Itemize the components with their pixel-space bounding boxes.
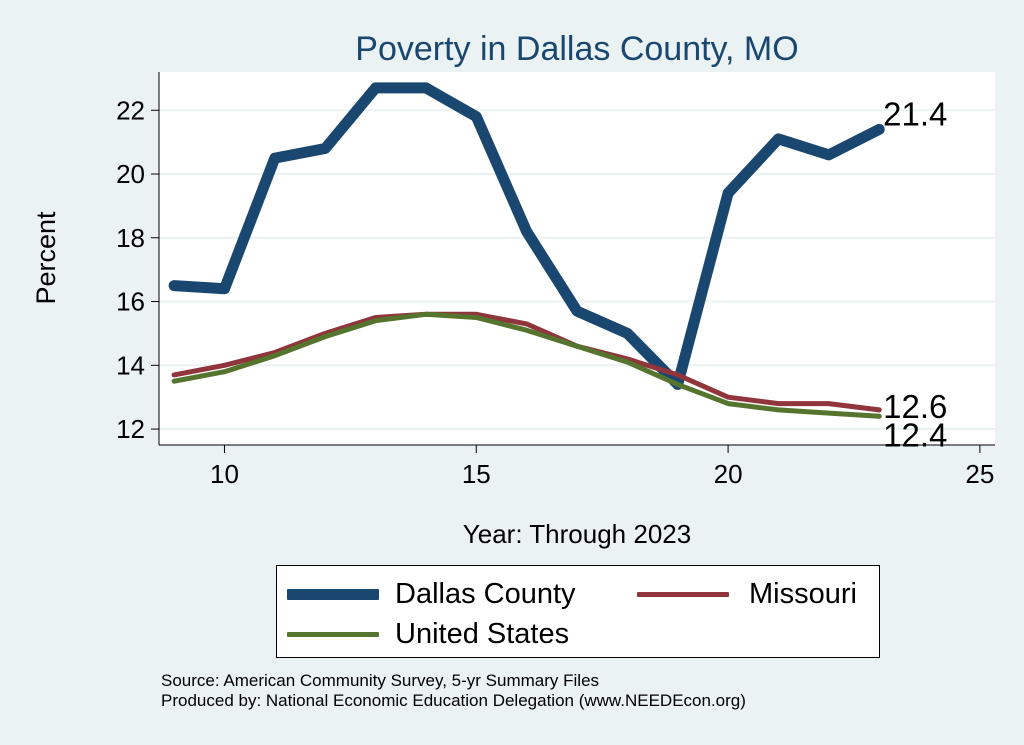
chart-title: Poverty in Dallas County, MO: [355, 30, 798, 68]
plot-background: [159, 72, 995, 445]
y-tick-label: 18: [116, 223, 145, 253]
source-notes: Source: American Community Survey, 5-yr …: [161, 671, 746, 711]
legend-swatch-united-states: [287, 632, 379, 637]
x-tick-label: 25: [965, 459, 994, 489]
end-label-united-states: 12.4: [883, 416, 947, 453]
legend-swatch-dallas-county: [287, 589, 379, 600]
y-tick-label: 22: [116, 95, 145, 125]
x-axis-label: Year: Through 2023: [463, 519, 691, 549]
series-end-marker-missouri: [876, 407, 882, 413]
y-tick-label: 16: [116, 287, 145, 317]
series-end-marker-dallas-county: [876, 126, 882, 132]
y-tick-label: 20: [116, 159, 145, 189]
x-tick-label: 10: [210, 459, 239, 489]
legend-item-dallas-county: Dallas County: [287, 578, 576, 611]
legend-label-dallas-county: Dallas County: [395, 578, 576, 610]
legend-label-united-states: United States: [395, 618, 570, 650]
end-labels: 21.4 12.612.4: [883, 95, 947, 453]
legend-label-missouri: Missouri: [749, 578, 857, 610]
x-tick-label: 15: [462, 459, 491, 489]
y-tick-label: 12: [116, 414, 145, 444]
legend: Dallas County Missouri United States: [276, 565, 880, 658]
legend-item-missouri: Missouri: [637, 578, 857, 611]
series-lines: [168, 82, 885, 419]
source-note: Source: American Community Survey, 5-yr …: [161, 671, 600, 690]
end-label-dallas-county: 21.4: [883, 95, 947, 132]
x-tick-label: 20: [714, 459, 743, 489]
series-end-marker-united-states: [876, 413, 882, 419]
produced-by-note: Produced by: National Economic Education…: [161, 691, 746, 710]
end-label-missouri: 12.6: [883, 388, 947, 425]
y-tick-label: 14: [116, 350, 145, 380]
series-line-united-states: [171, 311, 882, 419]
legend-item-united-states: United States: [287, 618, 569, 651]
axis-ticks: 12 14 16 18 20 22 10 15 20 25: [116, 95, 994, 489]
series-line-dallas-county: [168, 82, 885, 390]
legend-swatch-missouri: [637, 592, 729, 597]
chart-svg: 12 14 16 18 20 22 10 15 20 25 21.4 12.612.4 Povert…: [31, 30, 995, 549]
series-line-missouri: [171, 311, 882, 413]
y-axis-label: Percent: [31, 211, 61, 305]
